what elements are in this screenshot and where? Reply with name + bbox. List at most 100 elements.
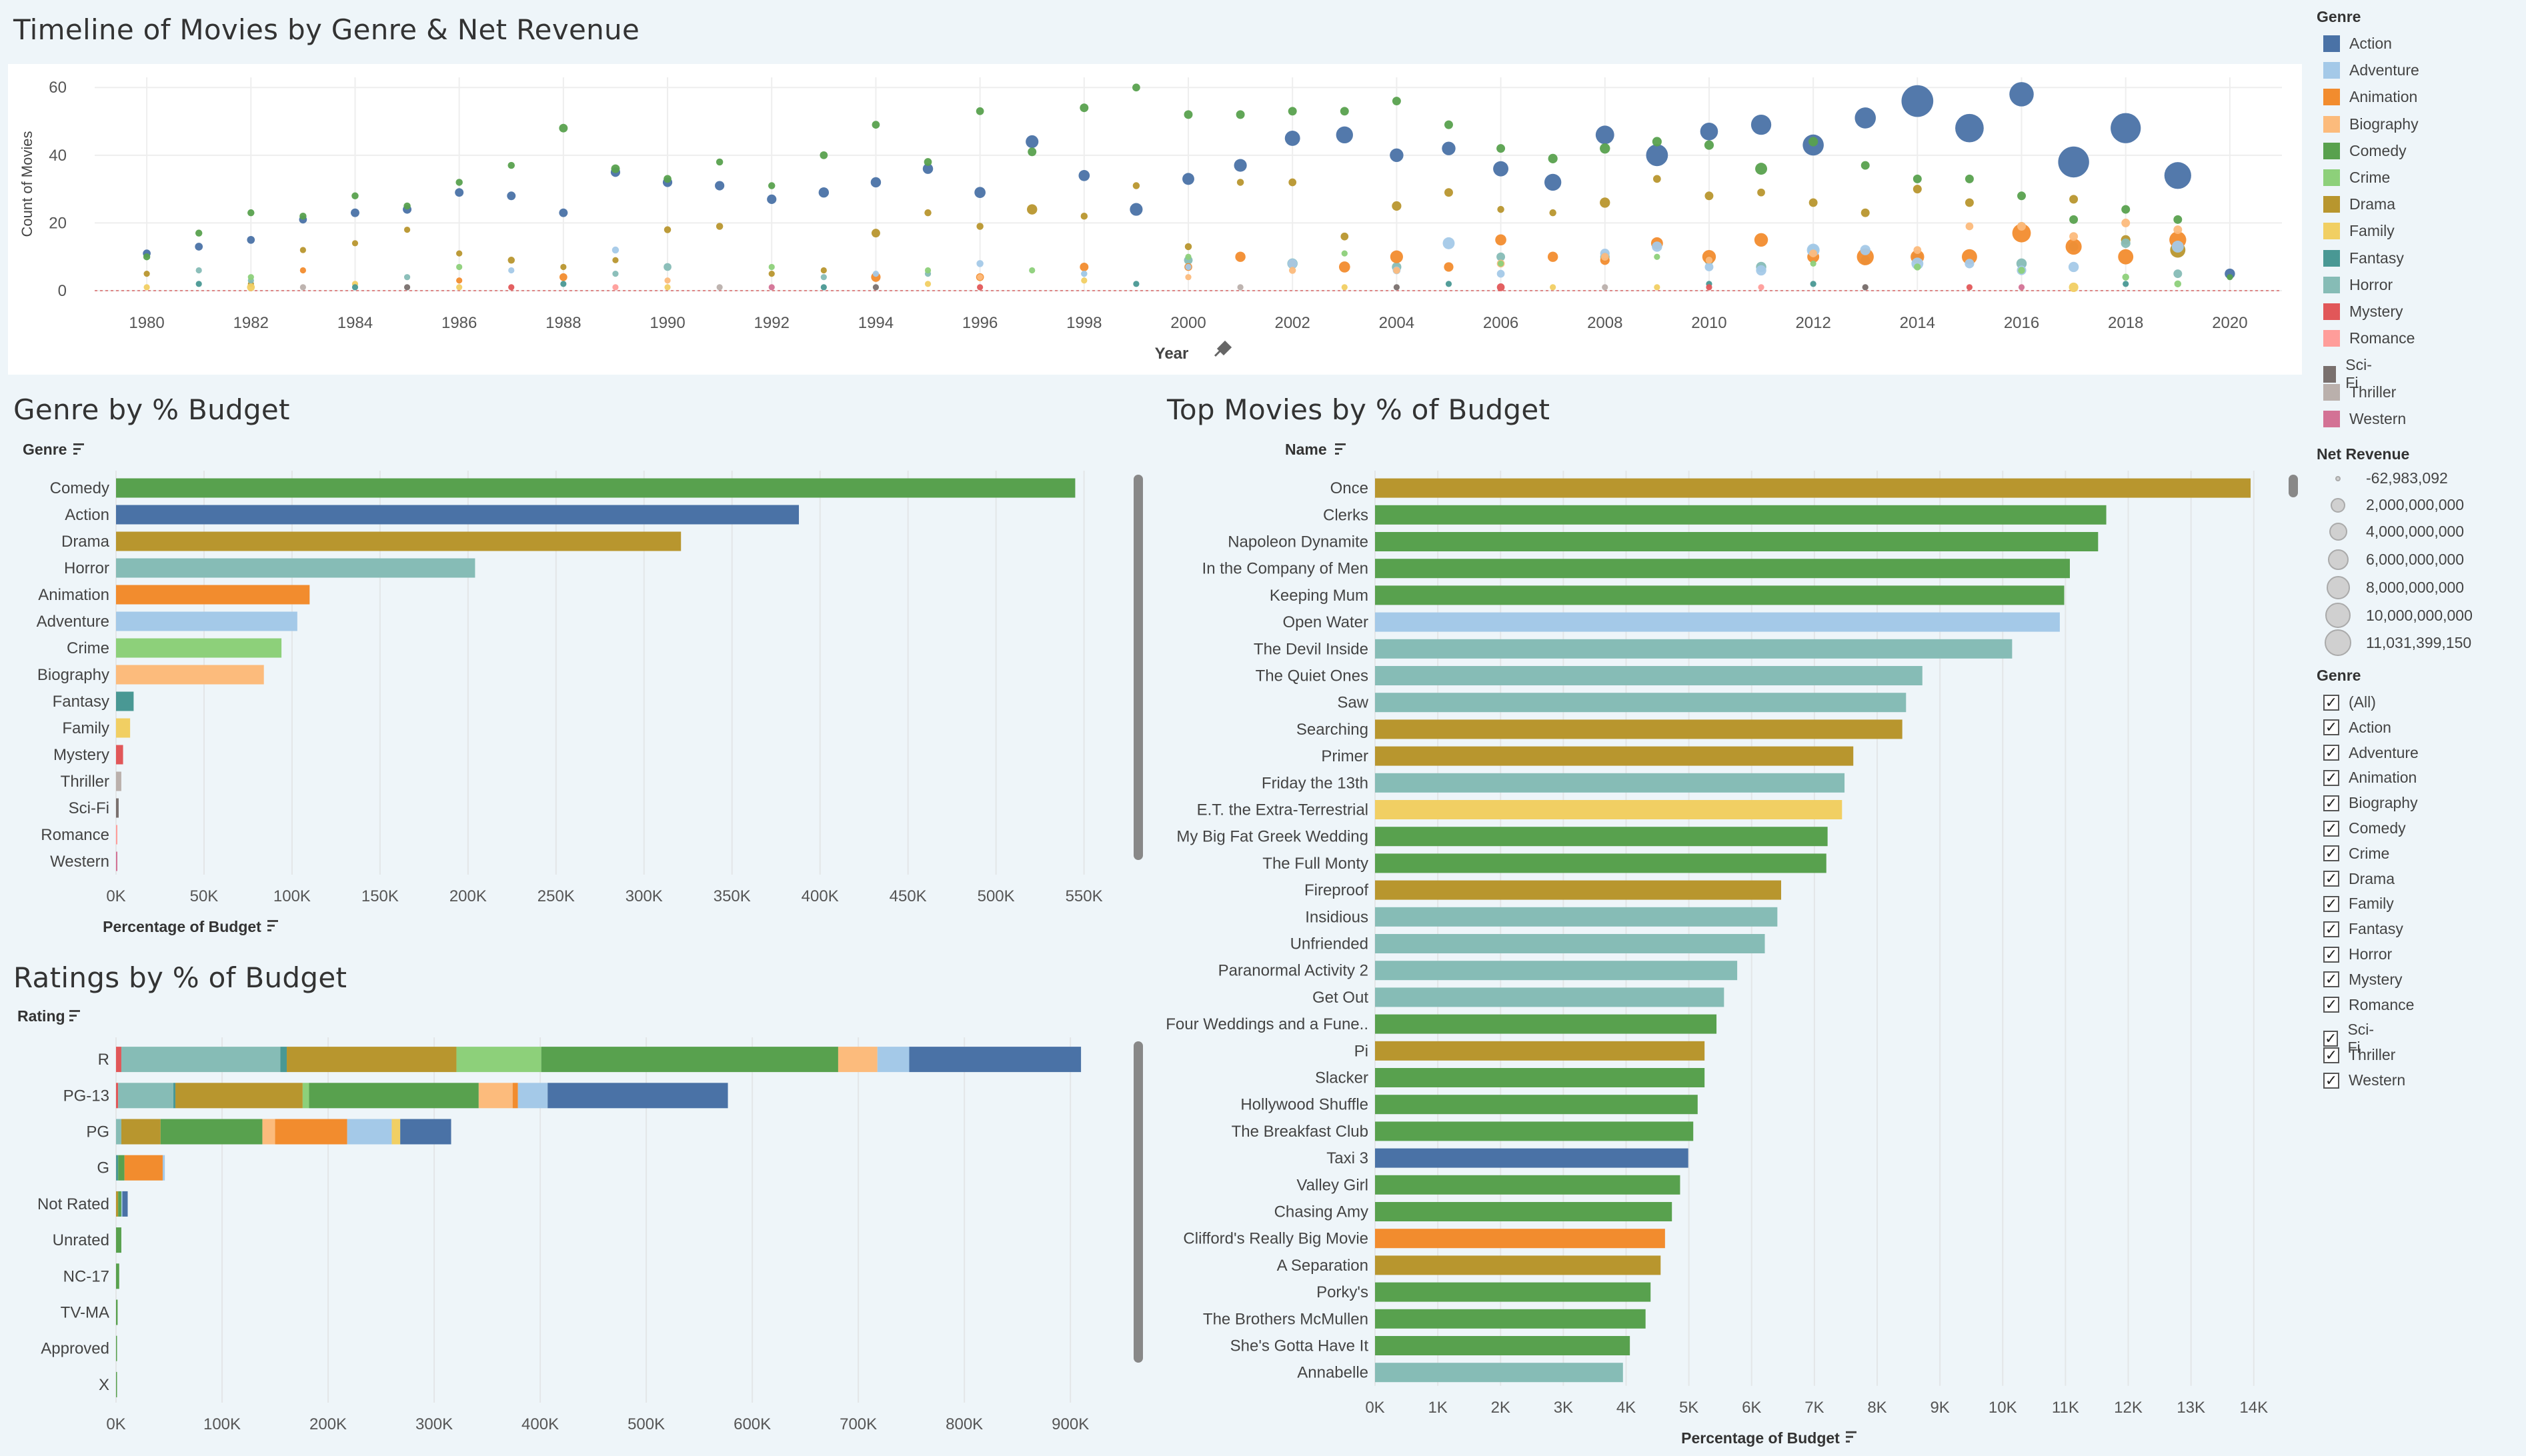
genre-filter-label: Biography — [2349, 794, 2418, 812]
genre-legend-item[interactable]: Fantasy — [2323, 249, 2404, 267]
timeline-point-action — [974, 187, 986, 199]
timeline-point-action — [247, 235, 255, 244]
checkbox-checked-icon[interactable]: ✓ — [2323, 769, 2339, 786]
genre-legend-item[interactable]: Family — [2323, 222, 2395, 240]
legend-panel: Genre Action Adventure Animation Biography C… — [2315, 7, 2522, 1447]
timeline-point-crime — [768, 263, 775, 271]
top-movies-x-tick: 10K — [1989, 1399, 2017, 1417]
checkbox-checked-icon[interactable]: ✓ — [2323, 795, 2339, 811]
genre-filter-item[interactable]: ✓ Drama — [2323, 870, 2395, 888]
genre-legend-label: Western — [2349, 409, 2407, 427]
genre-legend-item[interactable]: Drama — [2323, 195, 2395, 213]
top-movies-category-label: In the Company of Men — [1202, 560, 1368, 578]
genre-legend-item[interactable]: Thriller — [2323, 383, 2396, 401]
timeline-point-thriller — [1237, 284, 1244, 291]
top-movies-bar — [1375, 559, 2070, 579]
timeline-point-comedy — [1965, 174, 1974, 183]
checkbox-checked-icon[interactable]: ✓ — [2323, 845, 2339, 862]
checkbox-checked-icon[interactable]: ✓ — [2323, 921, 2339, 937]
checkbox-checked-icon[interactable]: ✓ — [2323, 895, 2339, 912]
genre-filter-item[interactable]: ✓ Crime — [2323, 845, 2389, 863]
checkbox-checked-icon[interactable]: ✓ — [2323, 1030, 2339, 1047]
checkbox-checked-icon[interactable]: ✓ — [2323, 871, 2339, 887]
top-movies-bar — [1375, 987, 1724, 1007]
genre-legend-item[interactable]: Sci-Fi — [2323, 356, 2376, 392]
genre-filter-item[interactable]: ✓ Fantasy — [2323, 920, 2403, 938]
genre-filter-item[interactable]: ✓ Mystery — [2323, 971, 2403, 989]
top-movies-category-label: E.T. the Extra-Terrestrial — [1197, 801, 1368, 819]
genre-filter-item[interactable]: ✓ Adventure — [2323, 744, 2419, 762]
genre-budget-bar — [116, 505, 800, 525]
genre-legend-item[interactable]: Crime — [2323, 169, 2390, 187]
genre-legend-item[interactable]: Romance — [2323, 329, 2415, 347]
ratings-budget-bar-segment — [116, 1155, 119, 1181]
genre-legend-item[interactable]: Adventure — [2323, 61, 2419, 79]
ratings-budget-bar-segment — [121, 1047, 281, 1073]
timeline-point-comedy — [1704, 140, 1714, 150]
genre-legend-label: Drama — [2349, 195, 2396, 213]
net-revenue-legend-label: 8,000,000,000 — [2366, 579, 2465, 596]
timeline-point-crime — [2018, 267, 2025, 274]
genre-budget-category-label: Horror — [64, 559, 109, 577]
genre-filter-item[interactable]: ✓ Family — [2323, 895, 2394, 913]
genre-filter-item[interactable]: ✓ Thriller — [2323, 1046, 2395, 1064]
checkbox-checked-icon[interactable]: ✓ — [2323, 1072, 2339, 1089]
timeline-point-adventure — [1860, 245, 1870, 255]
genre-legend-item[interactable]: Animation — [2323, 88, 2417, 106]
genre-legend-item[interactable]: Western — [2323, 410, 2406, 428]
genre-scrollbar[interactable] — [1134, 475, 1143, 860]
genre-budget-chart: 0K 50K 100K 150K 200K 250K 300K 350K 400K 450K 500… — [23, 441, 1103, 935]
top-movies-bar — [1375, 639, 2013, 659]
genre-filter-item[interactable]: ✓ Comedy — [2323, 819, 2406, 837]
checkbox-checked-icon[interactable]: ✓ — [2323, 745, 2339, 761]
genre-color-swatch — [2323, 276, 2340, 293]
timeline-x-tick: 2018 — [2108, 314, 2143, 332]
genre-budget-category-label: Animation — [38, 586, 109, 604]
top-movies-x-tick: 4K — [1616, 1399, 1636, 1417]
timeline-point-drama — [1965, 198, 1974, 207]
timeline-point-sci-fi — [872, 284, 880, 291]
timeline-point-action — [1955, 113, 1984, 143]
genre-filter-item[interactable]: ✓ Animation — [2323, 769, 2417, 787]
genre-filter-item[interactable]: ✓ Sci-Fi — [2323, 1021, 2375, 1057]
top-movies-category-label: Fireproof — [1304, 881, 1368, 899]
checkbox-checked-icon[interactable]: ✓ — [2323, 1047, 2339, 1063]
genre-filter-item[interactable]: ✓ Horror — [2323, 945, 2392, 963]
genre-legend-item[interactable]: Comedy — [2323, 142, 2407, 160]
ratings-scrollbar[interactable] — [1134, 1041, 1143, 1363]
timeline-x-tick: 2006 — [1483, 314, 1518, 332]
genre-filter-item[interactable]: ✓ Western — [2323, 1071, 2405, 1089]
timeline-point-drama — [1026, 204, 1038, 215]
checkbox-checked-icon[interactable]: ✓ — [2323, 946, 2339, 963]
timeline-point-thriller — [299, 284, 307, 291]
genre-filter-item[interactable]: ✓ (All) — [2323, 693, 2376, 711]
timeline-point-comedy — [820, 151, 828, 159]
top-movies-bar — [1375, 1041, 1705, 1061]
checkbox-checked-icon[interactable]: ✓ — [2323, 971, 2339, 988]
timeline-point-action — [2009, 82, 2034, 107]
ratings-budget-category-label: Not Rated — [37, 1195, 109, 1213]
ratings-budget-category-label: Unrated — [53, 1231, 109, 1249]
genre-legend-item[interactable]: Biography — [2323, 115, 2419, 133]
timeline-point-drama — [299, 247, 307, 253]
checkbox-checked-icon[interactable]: ✓ — [2323, 820, 2339, 837]
top-movies-bar — [1375, 934, 1765, 953]
genre-filter-item[interactable]: ✓ Romance — [2323, 996, 2414, 1014]
top-movies-category-label: Chasing Amy — [1274, 1203, 1368, 1221]
top-movies-category-label: She's Gotta Have It — [1230, 1337, 1369, 1355]
movies-scrollbar[interactable] — [2289, 475, 2298, 497]
genre-legend-item[interactable]: Mystery — [2323, 303, 2403, 321]
genre-legend-item[interactable]: Action — [2323, 35, 2392, 53]
top-movies-bar — [1375, 800, 1842, 819]
genre-filter-item[interactable]: ✓ Action — [2323, 719, 2391, 737]
timeline-y-tick: 40 — [49, 147, 67, 165]
timeline-point-comedy — [351, 192, 359, 200]
genre-legend-item[interactable]: Horror — [2323, 276, 2393, 294]
timeline-point-animation — [1961, 249, 1977, 265]
checkbox-checked-icon[interactable]: ✓ — [2323, 997, 2339, 1013]
genre-filter-item[interactable]: ✓ Biography — [2323, 794, 2418, 812]
genre-budget-x-tick: 400K — [802, 887, 839, 905]
timeline-point-fantasy — [1810, 281, 1816, 287]
checkbox-checked-icon[interactable]: ✓ — [2323, 719, 2339, 736]
checkbox-checked-icon[interactable]: ✓ — [2323, 694, 2339, 711]
